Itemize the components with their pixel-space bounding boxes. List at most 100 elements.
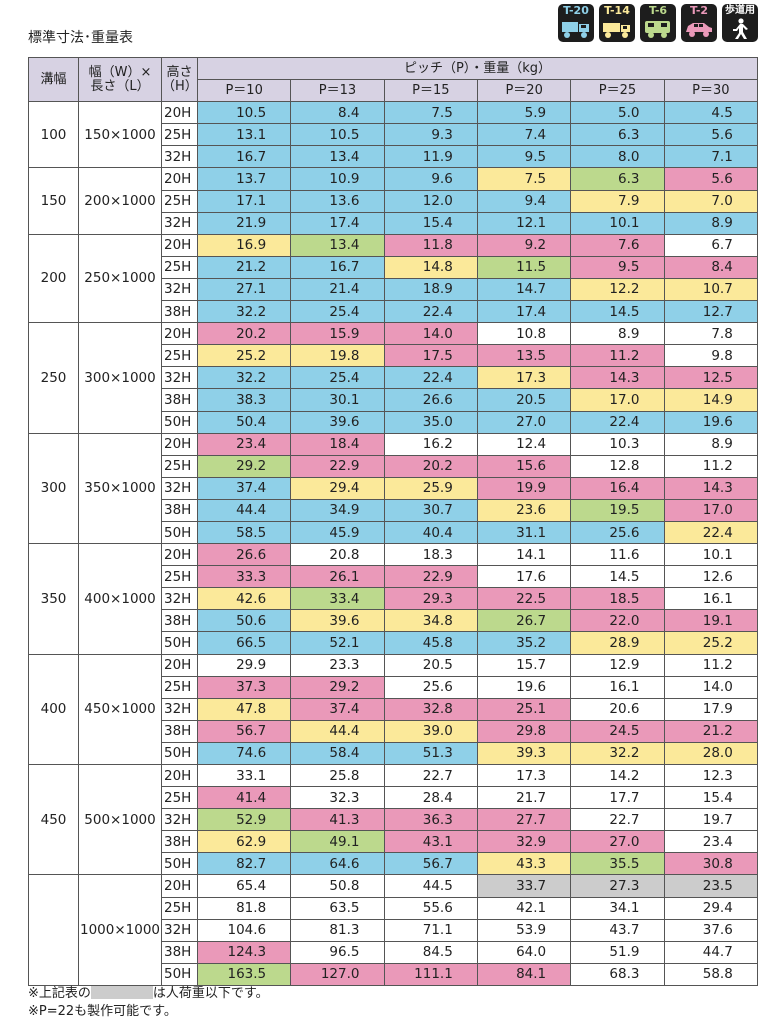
weight-cell: 10.3 <box>570 432 665 456</box>
weight-value: 16.7 <box>236 148 267 165</box>
legend-pedestrian: 歩道用 <box>722 4 758 42</box>
weight-cell: 19.8 <box>290 344 385 368</box>
weight-value: 30.1 <box>329 391 360 408</box>
table-row: 25H 29.2 22.9 20.2 15.6 12.8 11.2 <box>29 454 759 478</box>
weight-cell: 7.4 <box>476 123 572 147</box>
weight-cell: 56.7 <box>383 852 478 876</box>
weight-cell: 8.0 <box>570 145 665 169</box>
weight-value: 8.9 <box>617 325 640 342</box>
weight-cell: 20.2 <box>196 322 292 346</box>
weight-value: 29.9 <box>236 657 267 674</box>
weight-value: 28.4 <box>422 789 453 806</box>
weight-value: 37.4 <box>236 480 267 497</box>
weight-cell: 20.5 <box>476 388 572 412</box>
weight-value: 13.6 <box>329 193 360 210</box>
weight-value: 21.7 <box>516 789 547 806</box>
weight-value: 12.3 <box>702 767 733 784</box>
weight-cell: 11.2 <box>570 344 665 368</box>
weight-value: 19.6 <box>516 679 547 696</box>
weight-value: 9.6 <box>431 171 453 188</box>
weight-cell: 17.3 <box>476 366 572 390</box>
weight-value: 52.9 <box>236 811 267 828</box>
weight-cell: 32.2 <box>570 741 665 766</box>
weight-value: 36.3 <box>422 811 453 828</box>
weight-value: 15.9 <box>329 325 360 342</box>
weight-value: 13.5 <box>516 347 547 364</box>
weight-cell: 21.2 <box>663 719 759 743</box>
weight-value: 15.4 <box>702 789 733 806</box>
height-cell: 20H <box>161 763 198 788</box>
weight-cell: 32.2 <box>196 300 292 324</box>
weight-value: 19.9 <box>516 480 547 497</box>
weight-cell: 14.0 <box>383 322 478 346</box>
weight-value: 17.0 <box>702 502 733 519</box>
weight-cell: 14.9 <box>663 388 759 412</box>
weight-value: 34.8 <box>422 612 453 629</box>
weight-value: 5.0 <box>617 104 640 121</box>
width-cell: 100 <box>28 101 79 169</box>
weight-value: 7.9 <box>617 193 640 210</box>
weight-cell: 29.2 <box>196 454 292 478</box>
table-row: 32H 16.7 13.4 11.9 9.5 8.0 7.1 <box>29 145 759 169</box>
weight-value: 16.1 <box>609 679 640 696</box>
weight-cell: 17.0 <box>570 388 665 412</box>
weight-cell: 55.6 <box>383 896 478 920</box>
weight-value: 81.8 <box>236 900 267 917</box>
note-load-limit: ※上記表の は人荷重以下です。 <box>28 982 269 1001</box>
weight-cell: 7.6 <box>570 233 665 257</box>
weight-value: 8.9 <box>711 215 733 232</box>
weight-cell: 22.5 <box>476 587 572 611</box>
weight-value: 20.2 <box>236 325 267 342</box>
weight-value: 14.1 <box>516 546 547 563</box>
weight-value: 35.0 <box>422 414 453 431</box>
weight-value: 25.8 <box>329 767 360 784</box>
weight-cell: 7.5 <box>476 167 572 191</box>
height-cell: 32H <box>161 808 198 832</box>
height-cell: 32H <box>161 918 198 942</box>
weight-cell: 26.7 <box>476 609 572 633</box>
weight-value: 29.3 <box>422 590 453 607</box>
table-row: 38H 56.7 44.4 39.0 29.8 24.5 21.2 <box>29 719 759 743</box>
weight-cell: 26.6 <box>196 543 292 567</box>
weight-cell: 25.8 <box>290 763 385 788</box>
weight-cell: 65.4 <box>196 874 292 898</box>
weight-value: 22.4 <box>422 369 453 386</box>
weight-cell: 21.9 <box>196 211 292 235</box>
header-height-line1: 高さ <box>166 64 193 80</box>
weight-value: 55.6 <box>422 900 453 917</box>
weight-value: 63.5 <box>329 900 360 917</box>
weight-value: 25.9 <box>422 480 453 497</box>
weight-value: 20.5 <box>422 657 453 674</box>
weight-value: 7.4 <box>524 126 547 143</box>
weight-cell: 8.4 <box>290 101 385 125</box>
weight-value: 32.2 <box>236 303 267 320</box>
weight-value: 18.9 <box>422 281 453 298</box>
weight-value: 12.4 <box>516 436 547 453</box>
weight-cell: 43.7 <box>570 918 665 942</box>
weight-cell: 9.6 <box>383 167 478 191</box>
weight-cell: 14.0 <box>663 675 759 699</box>
weight-cell: 27.7 <box>476 808 572 832</box>
weight-value: 13.4 <box>329 237 360 254</box>
weight-value: 39.6 <box>329 612 360 629</box>
weight-value: 51.3 <box>422 745 453 762</box>
weight-cell: 22.7 <box>570 808 665 832</box>
weight-value: 17.4 <box>329 215 360 232</box>
weight-value: 17.0 <box>609 391 640 408</box>
weight-value: 12.5 <box>702 369 733 386</box>
weight-cell: 71.1 <box>383 918 478 942</box>
weight-value: 25.6 <box>422 679 453 696</box>
height-cell: 20H <box>161 322 198 346</box>
note1-text-after: は人荷重以下です。 <box>152 986 269 1001</box>
weight-cell: 25.1 <box>476 697 572 721</box>
weight-value: 56.7 <box>236 723 267 740</box>
weight-value: 22.5 <box>516 590 547 607</box>
weight-value: 12.8 <box>609 458 640 475</box>
weight-value: 17.5 <box>422 347 453 364</box>
weight-cell: 18.9 <box>383 277 478 302</box>
weight-cell: 14.2 <box>570 763 665 788</box>
width-cell: 300 <box>28 432 79 545</box>
table-row: 350 400×1000 20H 26.6 20.8 18.3 14.1 11.6 10.1 <box>28 543 759 655</box>
weight-value: 21.4 <box>329 281 360 298</box>
weight-value: 19.7 <box>702 811 733 828</box>
